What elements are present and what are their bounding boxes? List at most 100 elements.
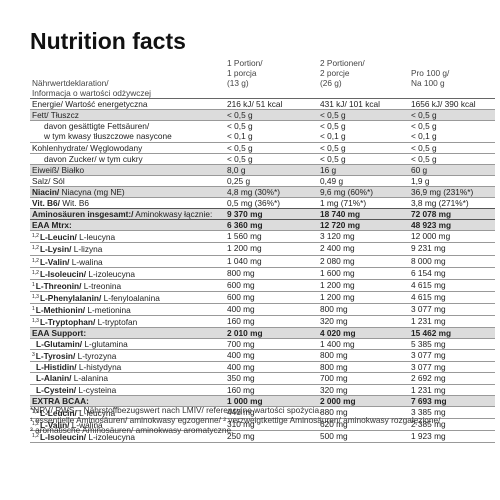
line: 1656 kJ/ 390 kcal <box>411 99 476 110</box>
value-cell: 160 mg <box>224 384 317 396</box>
value-cell: 400 mg <box>224 349 317 363</box>
label-cell: EAA Support: <box>30 327 224 340</box>
line: Fett/ Tłuszcz <box>32 110 79 121</box>
label-cell: Nährwertdeklaration/Informacja o wartośc… <box>30 58 224 100</box>
name: L-Threonin/ <box>35 280 82 291</box>
row: Vit. B6/ Wit. B6 0,5 mg (36%*) 1 mg (71%*)… <box>30 197 495 210</box>
translation: Niacyna (mg NE) <box>59 186 125 197</box>
footnote-mark: 1,2 <box>32 257 39 264</box>
label-cell: 1L-Threonin/ L-treonina <box>30 279 224 292</box>
row: Nährwertdeklaration/Informacja o wartośc… <box>30 58 495 100</box>
line: Na 100 g <box>411 78 445 89</box>
line: davon gesättigte Fettsäuren/ <box>44 121 150 132</box>
value-cell: 4 020 mg <box>317 327 408 340</box>
footnote-mark: 1 <box>32 281 35 288</box>
translation: L-tryptofan <box>95 316 138 327</box>
footnotes: *NRV/ RWS – Nährstoffbezugswert nach LMI… <box>30 405 440 436</box>
row: 1L-Threonin/ L-treonina 600 mg 1 200 mg 4 6… <box>30 279 495 292</box>
row: davon gesättigte Fettsäuren/w tym kwasy … <box>30 120 495 143</box>
label-cell: 1,3L-Tryptophan/ L-tryptofan <box>30 315 224 329</box>
translation: L-alanina <box>71 373 108 384</box>
line: < 0,1 g <box>411 131 437 142</box>
translation: L-metionina <box>85 304 131 315</box>
value-cell: 320 mg <box>317 315 408 329</box>
name: L-Valin/ <box>39 419 70 430</box>
line: < 0,5 g <box>227 110 253 121</box>
value-cell: < 0,5 g <box>317 142 408 154</box>
translation: L-leucyna <box>76 407 116 418</box>
value-cell: 160 mg <box>224 315 317 329</box>
line: (26 g) <box>320 78 342 89</box>
value-cell: 1656 kJ/ 390 kcal <box>408 98 495 111</box>
row: L-Cystein/ L-cysteina 160 mg 320 mg 1 231 m… <box>30 384 495 396</box>
value-cell: 1 923 mg <box>408 430 495 444</box>
column-head: Pro 100 g/Na 100 g <box>408 58 495 100</box>
value-cell: 880 mg <box>317 406 408 419</box>
footnote-mark: 1,3 <box>32 293 39 300</box>
value-cell: 5 385 mg <box>408 338 495 351</box>
row: L-Histidin/ L-histydyna 400 mg 800 mg 3 077… <box>30 361 495 374</box>
line: 0,25 g <box>227 175 251 186</box>
footnote-mark: 3 <box>32 352 35 359</box>
name: L-Isoleucin/ <box>39 431 87 442</box>
label-cell: 1,2L-Lysin/ L-lizyna <box>30 242 224 256</box>
label-cell: 1,3L-Phenylalanin/ L-fenyloalanina <box>30 291 224 304</box>
footnote-mark: 1,2 <box>32 432 39 439</box>
value-cell: 9 231 mg <box>408 242 495 256</box>
value-cell: 1 mg (71%*) <box>317 197 408 210</box>
label-cell: EAA Mtrx: <box>30 219 224 232</box>
translation: L-lizyna <box>71 244 103 255</box>
line: < 0,5 g <box>320 110 346 121</box>
value-cell: 2 000 mg <box>317 395 408 407</box>
value-cell: < 0,5 g < 0,1 g <box>408 120 495 143</box>
line: 2 porcje <box>320 68 350 79</box>
footnote-mark: 1,2 <box>32 408 39 415</box>
value-cell: 6 360 mg <box>224 219 317 232</box>
value-cell: 72 078 mg <box>408 208 495 221</box>
name: EAA Support: <box>32 328 87 339</box>
value-cell: < 0,5 g <box>408 153 495 165</box>
line: ³ aromatische Aminosäuren/ aminokwasy ar… <box>30 425 234 436</box>
row: L-Glutamin/ L-glutamina 700 mg 1 400 mg 5 3… <box>30 338 495 351</box>
value-cell: 0,5 mg (36%*) <box>224 197 317 210</box>
translation: L-leucyna <box>76 232 116 243</box>
value-cell: 7 693 mg <box>408 395 495 407</box>
value-cell: 400 mg <box>224 303 317 316</box>
name: L-Lysin/ <box>39 244 72 255</box>
row: 1,2L-Leucin/ L-leucyna 440 mg 880 mg 3 385 … <box>30 406 495 419</box>
line: davon Zucker/ w tym cukry <box>44 153 143 164</box>
line: Salz/ Sól <box>32 175 65 186</box>
value-cell: 3 077 mg <box>408 361 495 374</box>
label-cell: 1,2L-Leucin/ L-leucyna <box>30 406 224 419</box>
name: EAA Mtrx: <box>32 220 72 231</box>
value-cell: 12 720 mg <box>317 219 408 232</box>
value-cell: 4 615 mg <box>408 279 495 292</box>
label-cell: davon gesättigte Fettsäuren/w tym kwasy … <box>30 120 224 143</box>
value-cell: 1 231 mg <box>408 384 495 396</box>
name: L-Tyrosin/ <box>35 351 76 362</box>
line: < 0,5 g <box>411 110 437 121</box>
value-cell: < 0,5 g <box>317 109 408 122</box>
line: < 0,5 g <box>411 121 437 132</box>
label-cell: L-Alanin/ L-alanina <box>30 372 224 385</box>
label-cell: 3L-Tyrosin/ L-tyrozyna <box>30 349 224 363</box>
line: < 0,1 g <box>227 131 253 142</box>
line: 0,49 g <box>320 175 344 186</box>
value-cell: 1,9 g <box>408 175 495 187</box>
value-cell: 700 mg <box>224 338 317 351</box>
value-cell: 4,8 mg (30%*) <box>224 186 317 199</box>
row: 1,2L-Valin/ L-walina 310 mg 620 mg 2 385 mg <box>30 418 495 431</box>
line: < 0,5 g <box>320 142 346 153</box>
row: 1,2L-Isoleucin/ L-izoleucyna 250 mg 500 mg… <box>30 430 495 444</box>
value-cell: 4 615 mg <box>408 291 495 304</box>
line: < 0,5 g <box>227 153 253 164</box>
label-cell: 1,2L-Valin/ L-walina <box>30 418 224 431</box>
line: Informacja o wartości odżywczej <box>32 88 151 99</box>
value-cell: 2 080 mg <box>317 255 408 268</box>
footnote-mark: 1,2 <box>32 245 39 252</box>
value-cell: 8 000 mg <box>408 255 495 268</box>
row: 1,3L-Phenylalanin/ L-fenyloalanina 600 mg… <box>30 291 495 304</box>
label-cell: davon Zucker/ w tym cukry <box>30 153 224 165</box>
value-cell: 1 040 mg <box>224 255 317 268</box>
